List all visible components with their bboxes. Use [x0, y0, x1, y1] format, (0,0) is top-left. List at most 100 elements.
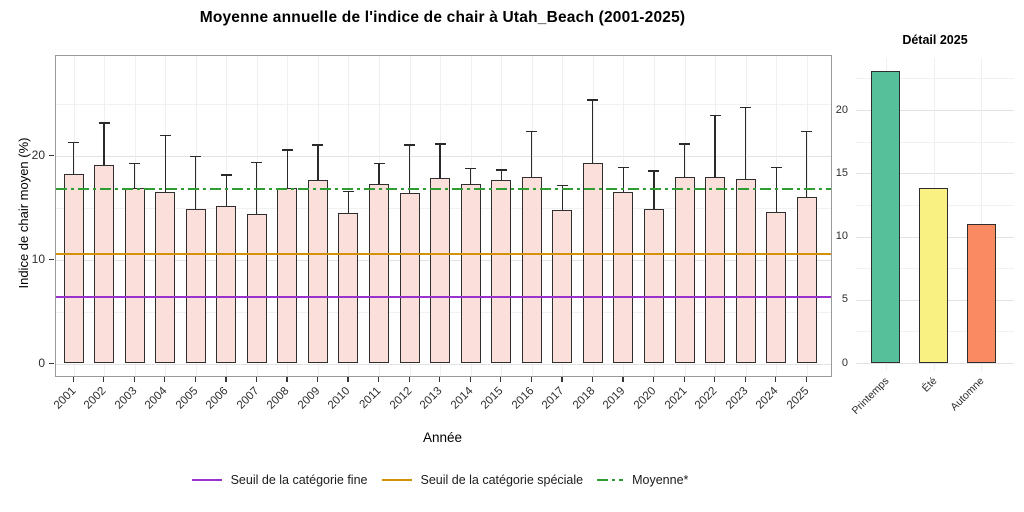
gridline-major — [56, 155, 831, 157]
bar-2018 — [582, 162, 603, 364]
bar-2015 — [491, 180, 512, 364]
bar-2021 — [674, 177, 695, 364]
bar-2024 — [766, 211, 787, 364]
bar-2008 — [277, 187, 298, 364]
detail-chart-title: Détail 2025 — [902, 33, 968, 47]
error-cap-2011 — [373, 162, 385, 165]
bar-2003 — [124, 187, 145, 364]
error-whisker-2023 — [744, 106, 747, 180]
error-whisker-2007 — [256, 161, 258, 214]
error-whisker-2004 — [164, 134, 166, 192]
error-cap-2024 — [770, 166, 782, 169]
gridline-minor — [856, 141, 1014, 143]
x-tick-mark — [194, 377, 196, 382]
error-whisker-2012 — [408, 144, 411, 193]
error-cap-2009 — [312, 144, 324, 146]
error-cap-2015 — [495, 169, 507, 171]
error-whisker-2009 — [317, 144, 319, 181]
x-tick-mark — [591, 377, 594, 382]
bar-2012 — [399, 192, 420, 364]
error-cap-2016 — [526, 130, 538, 133]
legend-item-1: Seuil de la catégorie spéciale — [381, 473, 584, 487]
legend-label-1: Seuil de la catégorie spéciale — [420, 473, 584, 487]
x-tick-mark — [561, 377, 563, 382]
detail-bar-1 — [919, 188, 948, 363]
bar-2004 — [155, 191, 176, 364]
detail-y-tick-label: 0 — [841, 356, 848, 369]
detail-bar-2 — [966, 223, 996, 363]
bar-2009 — [307, 180, 328, 364]
error-cap-2020 — [648, 170, 660, 172]
main-x-axis-label: Année — [422, 430, 463, 445]
bar-2005 — [185, 208, 206, 364]
main-y-axis-label: Indice de chair moyen (%) — [16, 137, 31, 289]
error-cap-2013 — [434, 143, 446, 145]
error-whisker-2017 — [561, 184, 563, 210]
bar-2011 — [369, 183, 389, 364]
error-whisker-2005 — [195, 155, 197, 209]
error-cap-2004 — [159, 134, 171, 137]
x-tick-mark — [378, 377, 380, 382]
y-tick-mark — [49, 362, 54, 364]
detail-y-tick-label: 5 — [841, 293, 848, 306]
bar-2019 — [613, 191, 634, 364]
gridline-minor — [56, 103, 831, 105]
error-whisker-2018 — [592, 99, 594, 163]
x-tick-mark — [744, 377, 746, 382]
bar-2002 — [94, 164, 115, 364]
x-tick-mark — [469, 377, 471, 382]
bar-2025 — [796, 197, 817, 364]
y-tick-mark — [49, 154, 54, 156]
error-cap-2018 — [587, 99, 599, 101]
error-whisker-2002 — [103, 122, 105, 165]
detail-y-tick-label: 15 — [835, 166, 848, 179]
error-cap-2006 — [220, 174, 232, 176]
y-tick-label: 20 — [31, 147, 45, 162]
error-whisker-2014 — [470, 167, 472, 184]
legend-label-0: Seuil de la catégorie fine — [230, 473, 368, 487]
detail-x-tick-label-1: Été — [919, 375, 939, 395]
x-tick-mark — [500, 377, 502, 382]
x-tick-mark — [72, 377, 74, 382]
reference-line-2 — [56, 187, 831, 190]
detail-x-tick-label-2: Automne — [948, 375, 987, 414]
y-tick-mark — [49, 258, 54, 260]
x-tick-mark — [622, 377, 624, 382]
error-cap-2002 — [98, 122, 110, 124]
gridline-major — [856, 173, 1014, 175]
x-tick-mark — [255, 377, 258, 382]
x-tick-mark — [133, 377, 135, 382]
error-cap-2014 — [465, 167, 477, 170]
bar-2014 — [460, 183, 481, 364]
legend-label-2: Moyenne* — [632, 473, 689, 487]
legend: Seuil de la catégorie fine Seuil de la ca… — [0, 473, 880, 487]
gridline-major — [856, 363, 1014, 364]
legend-line-swatch-2 — [597, 478, 624, 482]
error-whisker-2025 — [806, 130, 808, 198]
bar-2010 — [338, 212, 359, 364]
legend-line-swatch-0 — [191, 478, 222, 482]
error-whisker-2013 — [439, 143, 441, 179]
x-tick-mark — [530, 377, 533, 382]
error-cap-2003 — [129, 162, 141, 165]
x-tick-mark — [775, 377, 777, 382]
x-tick-mark — [683, 377, 685, 382]
x-tick-mark — [408, 377, 410, 382]
y-tick-label: 10 — [31, 251, 45, 266]
reference-line-1 — [56, 253, 831, 256]
x-tick-mark — [103, 377, 105, 382]
error-cap-2019 — [617, 166, 629, 169]
error-whisker-2016 — [531, 130, 533, 178]
main-chart-title: Moyenne annuelle de l'indice de chair à … — [199, 9, 686, 26]
error-whisker-2008 — [286, 149, 288, 188]
gridline-major — [56, 363, 831, 365]
main-plot-panel — [55, 55, 832, 377]
detail-y-tick-label: 10 — [835, 230, 848, 242]
x-tick-mark — [225, 377, 227, 382]
error-whisker-2011 — [378, 162, 380, 184]
bar-2006 — [216, 206, 237, 364]
error-cap-2005 — [190, 155, 202, 157]
error-whisker-2019 — [622, 166, 625, 192]
bar-2020 — [643, 208, 664, 364]
